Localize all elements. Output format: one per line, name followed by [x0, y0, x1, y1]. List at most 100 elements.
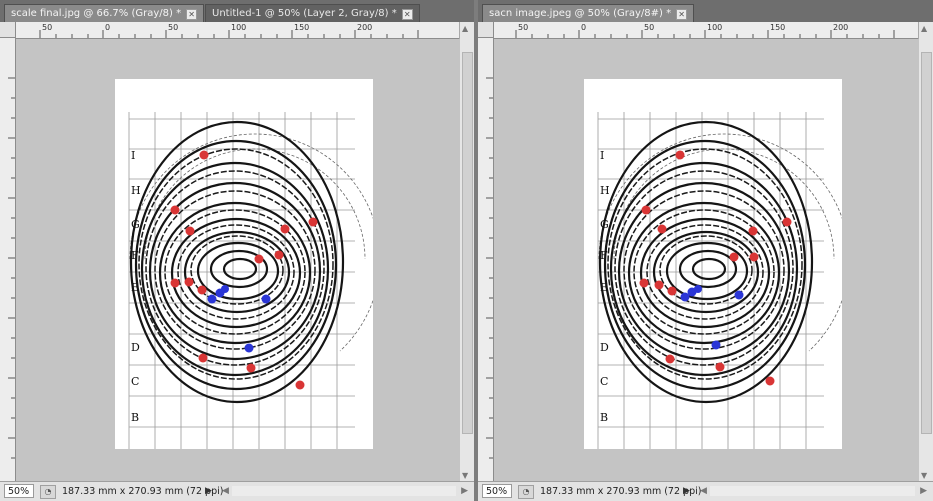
grid-row-label: I — [600, 149, 604, 162]
grid-row-label: E — [131, 281, 139, 294]
status-bar: 50% ◔ 187.33 mm x 270.93 mm (72 ppi) ▶ ◀… — [478, 481, 933, 501]
red-marker — [665, 354, 675, 364]
canvas-area[interactable]: I H G F E D C B — [16, 39, 460, 482]
horizontal-ruler[interactable]: 50 0 50 100 150 200 — [16, 22, 460, 39]
horizontal-scrollbar[interactable] — [710, 486, 915, 496]
red-marker — [715, 362, 725, 372]
canvas-area[interactable]: I H G F E D C B — [494, 39, 919, 482]
grid-row-label: G — [131, 218, 140, 231]
fingerprint-image[interactable]: I H G F E D C B — [584, 79, 842, 449]
scroll-up-icon[interactable]: ▲ — [921, 24, 928, 33]
red-marker — [185, 226, 195, 236]
vertical-ruler[interactable] — [0, 38, 16, 482]
grid-row-label: B — [600, 411, 608, 424]
red-marker — [280, 224, 290, 234]
red-marker — [654, 280, 664, 290]
horizontal-ruler[interactable]: 50 0 50 100 150 200 — [494, 22, 919, 39]
ruler-ticks — [39, 30, 419, 38]
grid-row-label: H — [600, 184, 610, 197]
scroll-down-icon[interactable]: ▼ — [921, 471, 928, 480]
red-marker — [641, 205, 651, 215]
ruler-label: 50 — [518, 23, 529, 32]
tab-untitled-1[interactable]: Untitled-1 @ 50% (Layer 2, Gray/8) * ✕ — [205, 4, 420, 22]
ruler-label: 150 — [294, 23, 310, 32]
grid-row-label: D — [131, 341, 140, 354]
zoom-level-field[interactable]: 50% — [4, 484, 34, 498]
blue-marker — [221, 285, 229, 293]
ruler-label: 50 — [644, 23, 655, 32]
red-marker — [765, 376, 775, 386]
red-marker — [198, 353, 208, 363]
window-divider[interactable] — [474, 0, 478, 501]
red-marker — [254, 254, 264, 264]
vertical-ruler[interactable] — [478, 38, 494, 482]
blue-marker — [694, 285, 702, 293]
ruler-label: 200 — [833, 23, 849, 32]
ruler-ticks — [515, 30, 895, 38]
red-marker — [782, 217, 792, 227]
fingerprint-image[interactable]: I H G F E D C B — [115, 79, 373, 449]
right-document-window: sacn image.jpeg @ 50% (Gray/8#) * ✕ 50 — [478, 0, 933, 501]
ruler-label: 0 — [581, 23, 587, 32]
triangle-right-icon[interactable]: ▶ — [205, 486, 212, 496]
red-marker — [729, 252, 739, 262]
red-marker — [308, 217, 318, 227]
document-dimensions: 187.33 mm x 270.93 mm (72 ppi) — [62, 486, 224, 497]
horizontal-scrollbar[interactable] — [232, 486, 456, 496]
blue-marker — [711, 340, 721, 350]
zoom-level-field[interactable]: 50% — [482, 484, 512, 498]
document-info-icon[interactable]: ◔ — [40, 485, 56, 499]
ruler-label: 100 — [231, 23, 247, 32]
tab-label: sacn image.jpeg @ 50% (Gray/8#) * — [489, 8, 672, 19]
close-icon[interactable]: ✕ — [401, 9, 413, 20]
close-icon[interactable]: ✕ — [186, 9, 198, 20]
ruler-label: 200 — [357, 23, 373, 32]
grid-row-label: F — [131, 249, 139, 262]
left-tab-bar: scale final.jpg @ 66.7% (Gray/8) * ✕ Unti… — [0, 0, 474, 23]
blue-marker — [261, 294, 271, 304]
scroll-left-icon[interactable]: ◀ — [222, 486, 229, 496]
scroll-right-icon[interactable]: ▶ — [920, 486, 927, 496]
scroll-right-icon[interactable]: ▶ — [461, 486, 468, 496]
vertical-scrollbar[interactable]: ▲ ▼ — [918, 22, 933, 482]
red-marker — [170, 278, 180, 288]
scroll-thumb[interactable] — [921, 52, 932, 434]
tab-sacn-image[interactable]: sacn image.jpeg @ 50% (Gray/8#) * ✕ — [482, 4, 695, 22]
grid-row-label: C — [600, 375, 608, 388]
triangle-right-icon[interactable]: ▶ — [683, 486, 690, 496]
red-marker — [295, 380, 305, 390]
ruler-label: 100 — [707, 23, 723, 32]
scroll-left-icon[interactable]: ◀ — [700, 486, 707, 496]
tab-scale-final[interactable]: scale final.jpg @ 66.7% (Gray/8) * ✕ — [4, 4, 205, 22]
fingerprint-figure: I H G F E D C B — [128, 112, 373, 449]
ruler-origin[interactable] — [478, 22, 494, 38]
grid-row-label: D — [600, 341, 609, 354]
left-document-window: scale final.jpg @ 66.7% (Gray/8) * ✕ Unti… — [0, 0, 474, 501]
document-info-icon[interactable]: ◔ — [518, 485, 534, 499]
tab-label: scale final.jpg @ 66.7% (Gray/8) * — [11, 8, 182, 19]
grid-row-label: G — [600, 218, 609, 231]
grid-row-label: H — [131, 184, 141, 197]
close-icon[interactable]: ✕ — [676, 9, 688, 20]
red-marker — [197, 285, 207, 295]
tab-label: Untitled-1 @ 50% (Layer 2, Gray/8) * — [212, 8, 397, 19]
ruler-label: 50 — [42, 23, 53, 32]
grid-row-label: B — [131, 411, 139, 424]
blue-marker — [244, 343, 254, 353]
vertical-scrollbar[interactable]: ▲ ▼ — [459, 22, 474, 482]
ruler-ticks — [486, 77, 493, 459]
scroll-up-icon[interactable]: ▲ — [462, 24, 469, 33]
blue-marker — [734, 290, 744, 300]
fingerprint-figure: I H G F E D C B — [597, 112, 842, 449]
scroll-down-icon[interactable]: ▼ — [462, 471, 469, 480]
ruler-origin[interactable] — [0, 22, 16, 38]
ruler-label: 150 — [770, 23, 786, 32]
red-marker — [639, 278, 649, 288]
red-marker — [748, 226, 758, 236]
red-marker — [274, 250, 284, 260]
red-marker — [170, 205, 180, 215]
grid-row-label: C — [131, 375, 139, 388]
scroll-thumb[interactable] — [462, 52, 473, 434]
grid-row-label: F — [600, 249, 608, 262]
red-marker — [749, 252, 759, 262]
